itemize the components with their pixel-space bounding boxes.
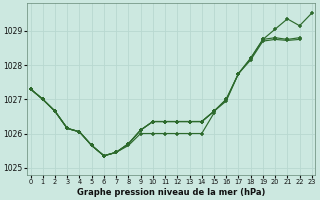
X-axis label: Graphe pression niveau de la mer (hPa): Graphe pression niveau de la mer (hPa) (77, 188, 265, 197)
